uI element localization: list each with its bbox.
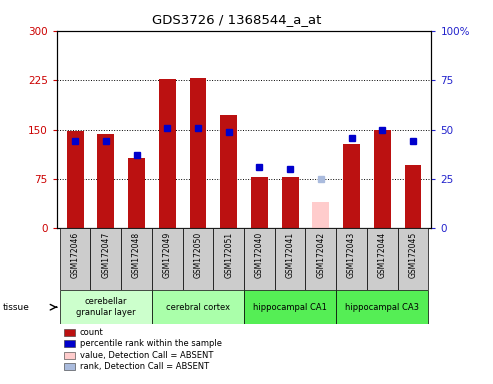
Bar xyxy=(159,79,176,228)
Bar xyxy=(275,228,306,290)
Bar xyxy=(343,144,360,228)
Text: GSM172042: GSM172042 xyxy=(317,232,325,278)
Text: GSM172045: GSM172045 xyxy=(408,232,418,278)
Bar xyxy=(336,228,367,290)
Bar xyxy=(397,228,428,290)
Bar xyxy=(189,78,207,228)
Text: tissue: tissue xyxy=(2,303,30,312)
Text: cerebellar
granular layer: cerebellar granular layer xyxy=(76,298,136,317)
Bar xyxy=(306,228,336,290)
Bar xyxy=(60,228,91,290)
Bar xyxy=(152,228,182,290)
Bar xyxy=(121,228,152,290)
Bar xyxy=(91,228,121,290)
Text: GSM172049: GSM172049 xyxy=(163,232,172,278)
Text: GSM172046: GSM172046 xyxy=(70,232,80,278)
Bar xyxy=(98,134,114,228)
Text: GSM172040: GSM172040 xyxy=(255,232,264,278)
Bar xyxy=(374,129,390,228)
Bar xyxy=(128,158,145,228)
Text: value, Detection Call = ABSENT: value, Detection Call = ABSENT xyxy=(80,351,213,360)
Bar xyxy=(367,228,397,290)
Bar xyxy=(336,290,428,324)
Bar xyxy=(282,177,299,228)
Text: GSM172041: GSM172041 xyxy=(285,232,295,278)
Text: GSM172044: GSM172044 xyxy=(378,232,387,278)
Bar xyxy=(67,131,84,228)
Bar xyxy=(220,115,237,228)
Bar xyxy=(182,228,213,290)
Text: rank, Detection Call = ABSENT: rank, Detection Call = ABSENT xyxy=(80,362,209,371)
Text: count: count xyxy=(80,328,104,337)
Text: GSM172051: GSM172051 xyxy=(224,232,233,278)
Text: cerebral cortex: cerebral cortex xyxy=(166,303,230,312)
Bar xyxy=(251,177,268,228)
Text: GDS3726 / 1368544_a_at: GDS3726 / 1368544_a_at xyxy=(152,13,321,26)
Bar xyxy=(244,228,275,290)
Text: percentile rank within the sample: percentile rank within the sample xyxy=(80,339,222,348)
Bar xyxy=(213,228,244,290)
Bar xyxy=(313,202,329,228)
Text: GSM172047: GSM172047 xyxy=(102,232,110,278)
Text: hippocampal CA3: hippocampal CA3 xyxy=(345,303,419,312)
Text: GSM172050: GSM172050 xyxy=(193,232,203,278)
Bar xyxy=(152,290,244,324)
Bar xyxy=(404,164,422,228)
Text: GSM172043: GSM172043 xyxy=(347,232,356,278)
Text: hippocampal CA1: hippocampal CA1 xyxy=(253,303,327,312)
Text: GSM172048: GSM172048 xyxy=(132,232,141,278)
Bar xyxy=(244,290,336,324)
Bar xyxy=(60,290,152,324)
